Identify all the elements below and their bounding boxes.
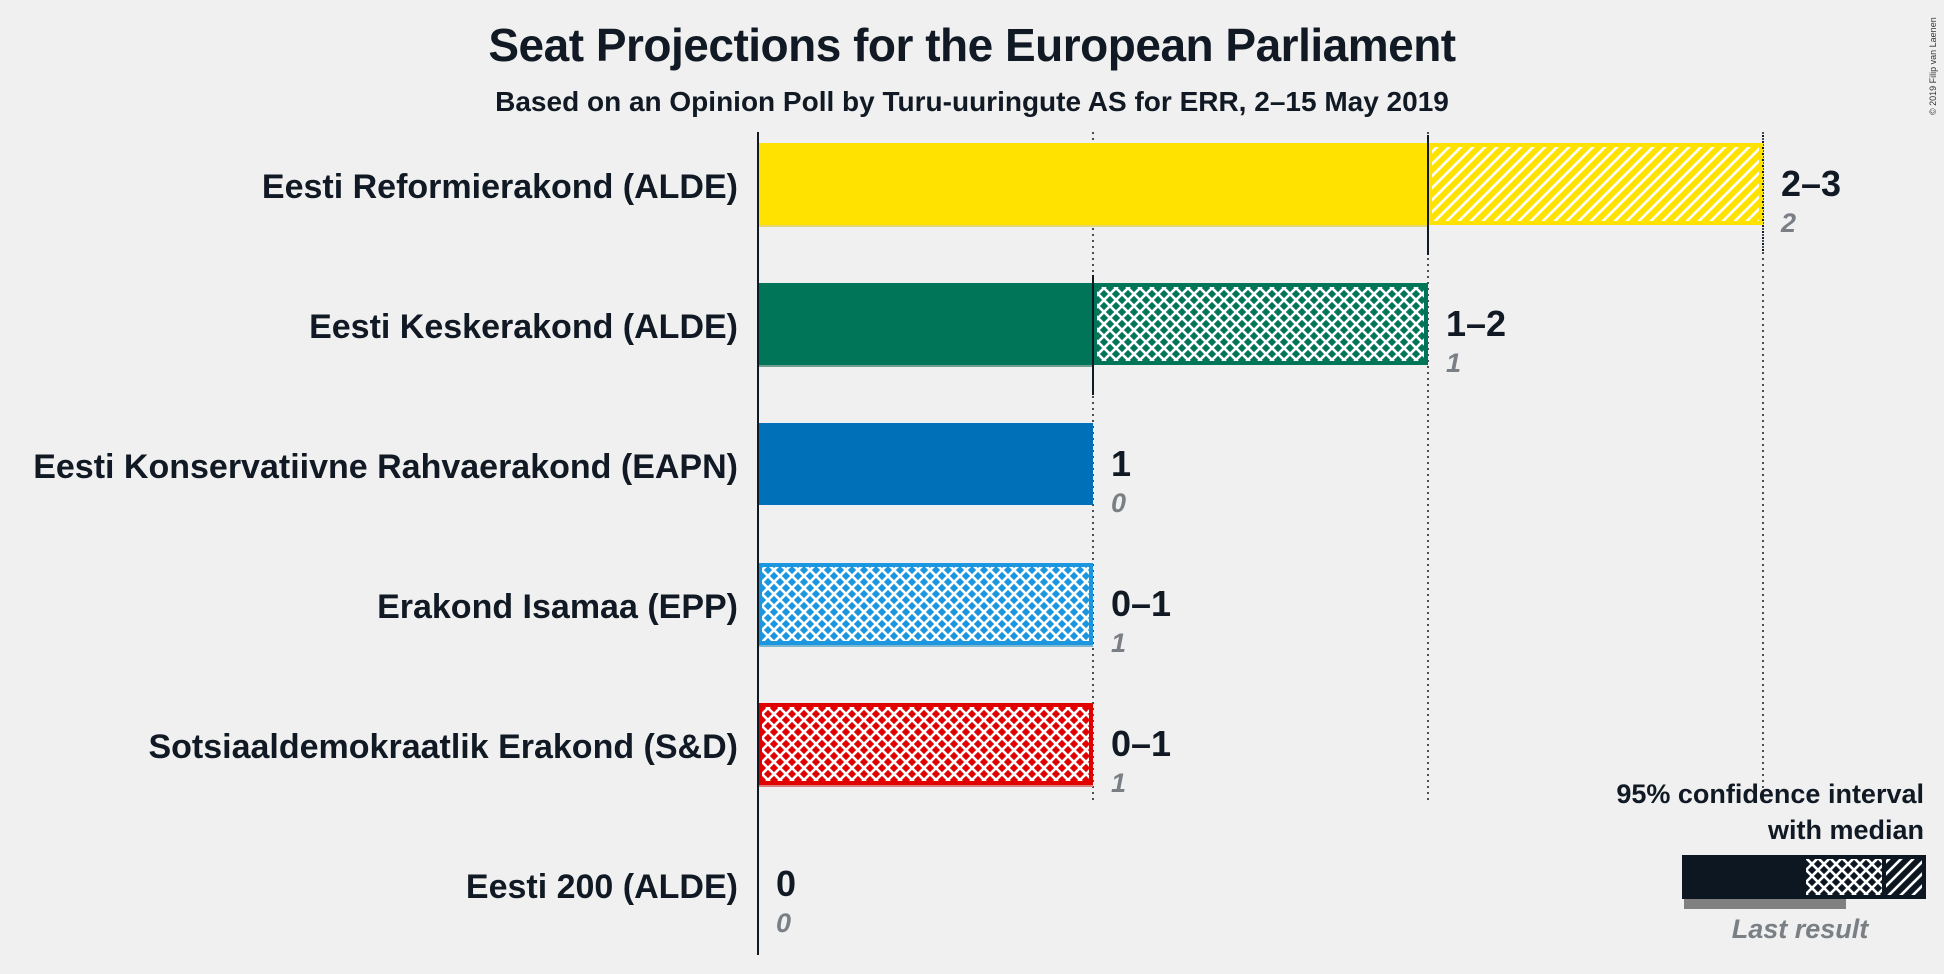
last-result-label: 1 xyxy=(1111,768,1126,798)
party-label: Eesti 200 (ALDE) xyxy=(466,868,738,906)
chart-subtitle: Based on an Opinion Poll by Turu-uuringu… xyxy=(495,86,1449,117)
bar-solid xyxy=(758,283,1093,365)
bar-upper xyxy=(1093,283,1428,365)
party-label: Eesti Konservatiivne Rahvaerakond (EAPN) xyxy=(33,448,738,486)
party-label: Erakond Isamaa (EPP) xyxy=(377,588,738,626)
bar-solid xyxy=(758,423,1093,505)
last-result-label: 1 xyxy=(1111,628,1126,658)
last-result-label: 2 xyxy=(1780,208,1796,238)
party-label: Sotsiaaldemokraatlik Erakond (S&D) xyxy=(148,728,738,766)
bar-upper xyxy=(758,563,1093,645)
legend-crosshatch xyxy=(1802,855,1886,899)
last-result-label: 0 xyxy=(776,908,791,938)
legend-last-result-label: Last result xyxy=(1731,914,1869,944)
range-label: 0–1 xyxy=(1111,583,1171,624)
bar-upper xyxy=(758,703,1093,785)
range-label: 0–1 xyxy=(1111,723,1171,764)
party-label: Eesti Reformierakond (ALDE) xyxy=(262,168,738,206)
range-label: 1–2 xyxy=(1446,303,1506,344)
legend-title: 95% confidence interval with median xyxy=(1524,776,1924,848)
last-result-label: 1 xyxy=(1446,348,1461,378)
legend-title-line2: with median xyxy=(1767,815,1924,845)
legend-solid xyxy=(1682,855,1804,899)
range-label: 1 xyxy=(1111,443,1131,484)
bar-upper xyxy=(1428,143,1763,225)
last-result-label: 0 xyxy=(1111,488,1126,518)
legend-title-line1: 95% confidence interval xyxy=(1616,779,1924,809)
range-label: 2–3 xyxy=(1781,163,1841,204)
chart-title: Seat Projections for the European Parlia… xyxy=(488,19,1456,71)
range-label: 0 xyxy=(776,863,796,904)
legend-diagonal xyxy=(1882,855,1926,899)
party-label: Eesti Keskerakond (ALDE) xyxy=(309,308,738,346)
bar-solid xyxy=(758,143,1428,225)
